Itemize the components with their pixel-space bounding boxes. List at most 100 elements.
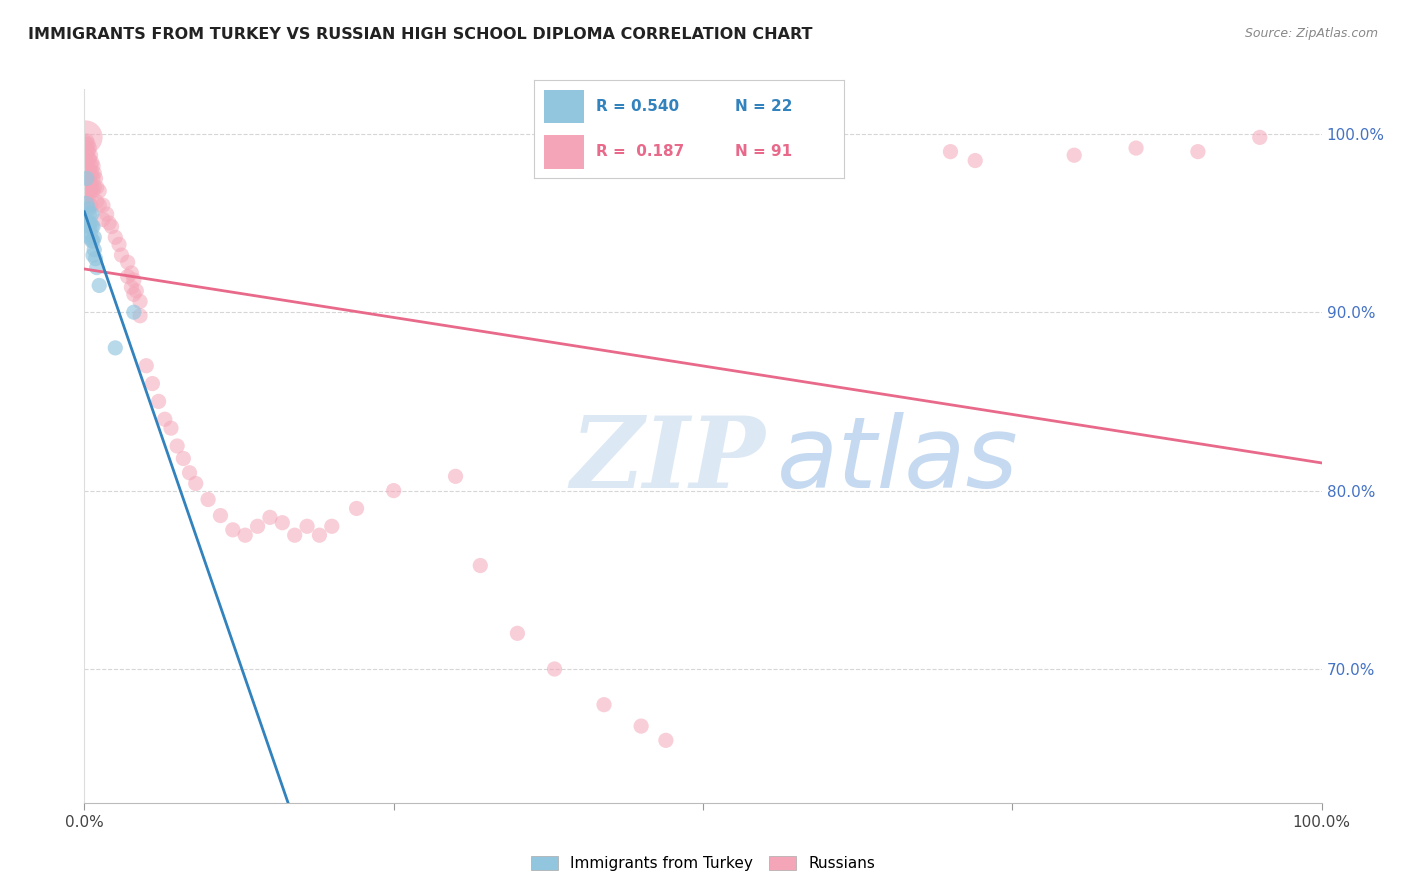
Point <box>76 177 98 191</box>
Point <box>82 159 104 173</box>
Point <box>79 219 101 234</box>
Point <box>79 169 101 184</box>
Point <box>184 476 207 491</box>
Point <box>104 341 127 355</box>
Bar <box>544 136 583 169</box>
Point <box>222 523 245 537</box>
Point <box>506 626 529 640</box>
Point <box>321 519 343 533</box>
Point <box>77 216 100 230</box>
Point <box>153 412 176 426</box>
Point <box>96 207 118 221</box>
Point <box>80 234 103 248</box>
Bar <box>544 90 583 123</box>
Point <box>80 180 103 194</box>
Legend: Immigrants from Turkey, Russians: Immigrants from Turkey, Russians <box>524 850 882 877</box>
Point <box>308 528 330 542</box>
Text: IMMIGRANTS FROM TURKEY VS RUSSIAN HIGH SCHOOL DIPLOMA CORRELATION CHART: IMMIGRANTS FROM TURKEY VS RUSSIAN HIGH S… <box>28 27 813 42</box>
Point <box>76 166 98 180</box>
Point <box>86 260 108 275</box>
Point <box>80 219 103 234</box>
Point <box>89 184 111 198</box>
Point <box>79 141 101 155</box>
Point <box>77 137 100 152</box>
Text: ZIP: ZIP <box>569 412 765 508</box>
Point <box>75 173 97 187</box>
Point <box>76 171 98 186</box>
Point <box>470 558 492 573</box>
Point <box>246 519 269 533</box>
Point <box>209 508 232 523</box>
Point <box>120 266 142 280</box>
Point <box>655 733 678 747</box>
Point <box>122 273 145 287</box>
Point <box>89 198 111 212</box>
Point <box>82 234 104 248</box>
Point <box>129 294 152 309</box>
Point <box>233 528 256 542</box>
Point <box>79 227 101 241</box>
Point <box>91 212 114 227</box>
Point <box>259 510 281 524</box>
Point <box>75 148 97 162</box>
Point <box>382 483 405 498</box>
Point <box>77 152 100 166</box>
Point <box>89 278 111 293</box>
Point <box>75 155 97 169</box>
Point <box>79 148 101 162</box>
Point <box>1063 148 1085 162</box>
Point <box>79 198 101 212</box>
Point <box>82 184 104 198</box>
Point <box>79 184 101 198</box>
Point <box>1125 141 1147 155</box>
Point <box>77 162 100 177</box>
Point <box>79 152 101 166</box>
Point <box>1187 145 1209 159</box>
Point <box>76 141 98 155</box>
Point <box>80 166 103 180</box>
Point <box>83 166 105 180</box>
Point <box>160 421 183 435</box>
Point <box>75 141 97 155</box>
Point <box>76 134 98 148</box>
Point <box>295 519 318 533</box>
Point <box>79 216 101 230</box>
Point <box>104 230 127 244</box>
Point <box>84 171 107 186</box>
Point <box>76 148 98 162</box>
Point <box>84 252 107 266</box>
Point <box>83 243 105 257</box>
Text: atlas: atlas <box>778 412 1019 508</box>
Point <box>80 155 103 169</box>
Point <box>77 194 100 209</box>
Point <box>172 451 194 466</box>
Point <box>965 153 987 168</box>
Text: Source: ZipAtlas.com: Source: ZipAtlas.com <box>1244 27 1378 40</box>
Point <box>122 287 145 301</box>
Point <box>83 180 105 194</box>
Point <box>77 145 100 159</box>
Point <box>346 501 368 516</box>
Point <box>122 305 145 319</box>
Point <box>79 159 101 173</box>
Point <box>179 466 201 480</box>
Point <box>141 376 163 391</box>
Point <box>148 394 170 409</box>
Point <box>86 194 108 209</box>
Point <box>939 145 962 159</box>
Point <box>98 216 121 230</box>
Point <box>76 187 98 202</box>
Text: N = 91: N = 91 <box>735 144 793 159</box>
Point <box>82 219 104 234</box>
Point <box>135 359 157 373</box>
Point <box>79 187 101 202</box>
Point <box>120 280 142 294</box>
Point <box>79 162 101 177</box>
Point <box>82 248 104 262</box>
Point <box>593 698 616 712</box>
Point <box>1249 130 1271 145</box>
Point <box>284 528 307 542</box>
Point <box>117 269 139 284</box>
Point <box>444 469 467 483</box>
Point <box>80 207 103 221</box>
